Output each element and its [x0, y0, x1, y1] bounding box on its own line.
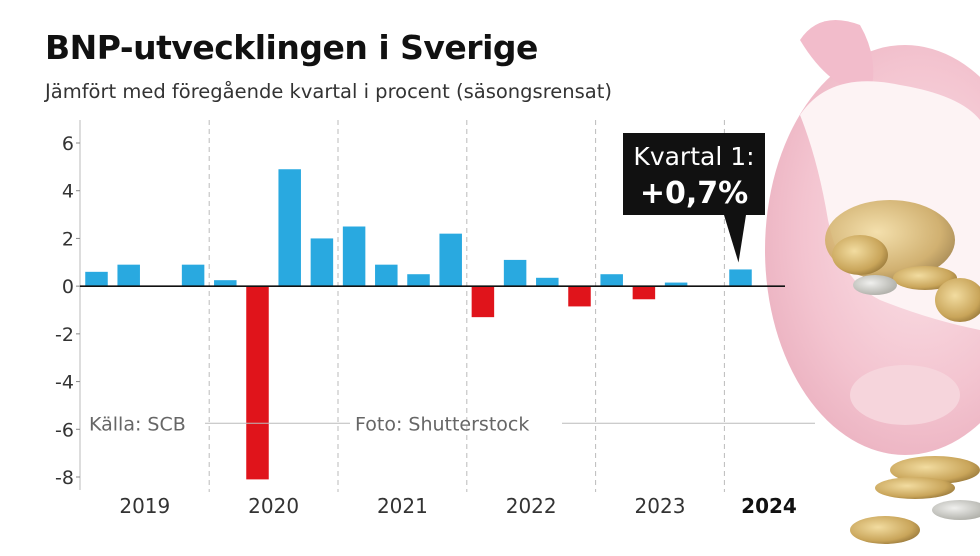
y-tick-label: -4: [55, 372, 74, 394]
callout-value: +0,7%: [640, 176, 748, 211]
callout-box: [623, 133, 765, 215]
bar: [439, 233, 462, 287]
x-year-label: 2023: [635, 494, 686, 518]
y-tick-label: 2: [62, 228, 74, 250]
bar: [375, 264, 398, 287]
chart-title: BNP-utvecklingen i Sverige: [45, 28, 538, 67]
bar: [471, 286, 495, 318]
y-tick-label: 4: [62, 181, 74, 203]
y-tick-label: -8: [55, 467, 74, 489]
bar: [342, 226, 366, 287]
bar: [600, 274, 623, 287]
y-tick-label: 6: [62, 133, 74, 155]
y-tick-label: -2: [55, 324, 74, 346]
y-tick-label: -6: [55, 419, 74, 441]
y-tick-label: 0: [62, 276, 74, 298]
callout-label: Kvartal 1:: [633, 142, 754, 171]
source-note: Källa: SCB: [89, 413, 186, 435]
bar: [503, 259, 527, 287]
callout-pointer: [724, 215, 746, 263]
x-year-label: 2020: [248, 494, 299, 518]
bar: [246, 286, 269, 480]
bar: [310, 238, 334, 287]
bar: [181, 264, 205, 287]
bar: [214, 280, 237, 287]
bar: [632, 286, 656, 300]
x-year-label: 2019: [119, 494, 170, 518]
photo-credit: Foto: Shutterstock: [355, 413, 529, 435]
bar: [664, 282, 688, 287]
bar: [568, 286, 591, 307]
bar: [407, 274, 430, 287]
bar: [729, 269, 752, 287]
bar: [85, 271, 108, 287]
chart-subtitle: Jämfört med föregående kvartal i procent…: [45, 80, 613, 103]
bar: [278, 169, 301, 287]
x-year-label: 2021: [377, 494, 428, 518]
x-year-label: 2024: [741, 494, 797, 518]
x-year-label: 2022: [506, 494, 557, 518]
bar: [117, 264, 140, 287]
bar: [536, 277, 559, 287]
